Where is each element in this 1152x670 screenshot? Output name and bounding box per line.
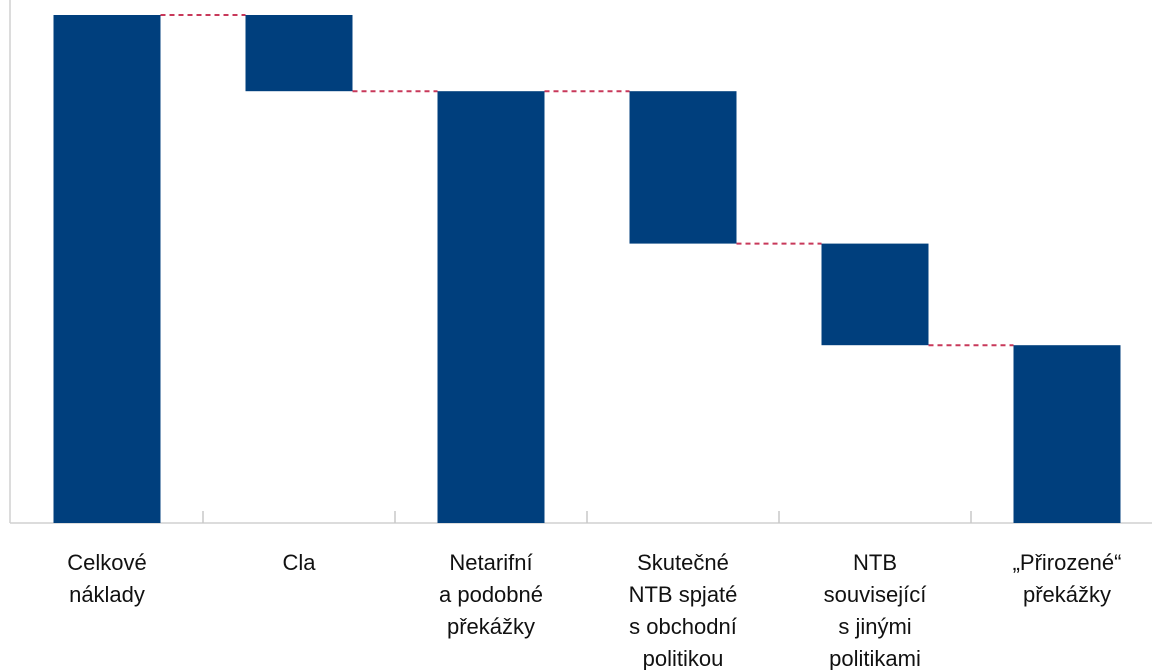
x-tick-label: NTB související s jinými politikami	[823, 550, 927, 670]
x-tick-label: Celkové náklady	[67, 550, 147, 607]
bar	[245, 15, 353, 92]
x-tick-label: Cla	[282, 550, 316, 575]
bar	[53, 15, 161, 523]
x-tick-label: „Přirozené“ překážky	[1012, 550, 1122, 607]
bar	[437, 91, 545, 523]
x-tick-label: Skutečné NTB spjaté s obchodní politikou	[628, 550, 738, 670]
x-tick-label: Netarifní a podobné překážky	[439, 550, 543, 639]
bar	[629, 91, 737, 244]
bar	[821, 243, 929, 346]
bar	[1013, 345, 1121, 523]
